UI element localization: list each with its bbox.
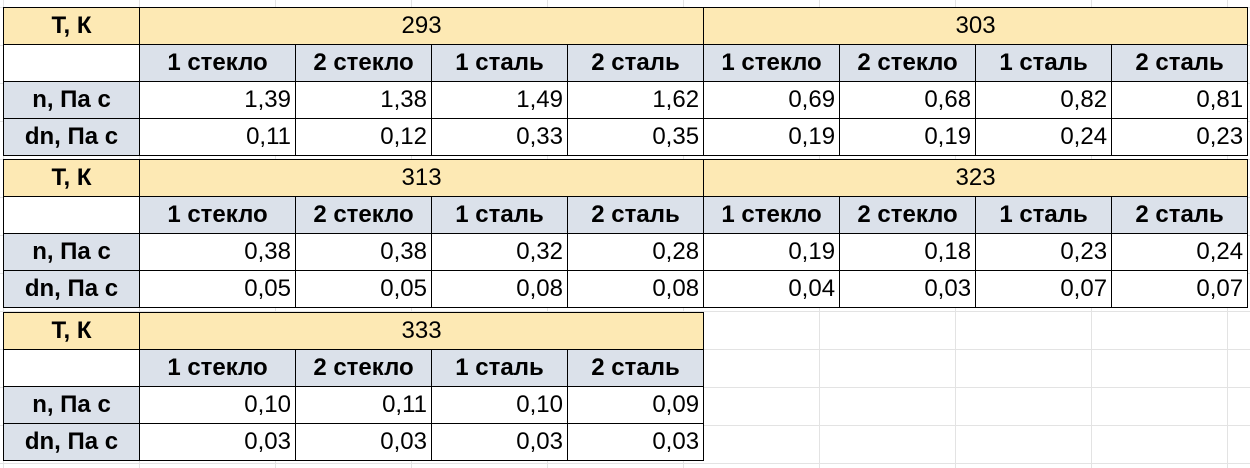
value-cell[interactable]: 0,03	[295, 423, 432, 461]
column-header[interactable]: 1 сталь	[975, 196, 1113, 234]
temperature-label[interactable]: T, К	[3, 7, 140, 45]
column-header[interactable]: 1 стекло	[139, 196, 296, 234]
value-cell[interactable]: 0,07	[975, 270, 1113, 308]
value-cell[interactable]: 0,68	[839, 81, 977, 119]
temperature-label[interactable]: T, К	[3, 312, 140, 350]
value-cell[interactable]: 0,07	[1111, 270, 1249, 308]
column-header[interactable]: 2 сталь	[1111, 196, 1249, 234]
value-cell[interactable]: 1,49	[431, 81, 568, 119]
value-cell[interactable]: 0,03	[431, 423, 568, 461]
value-cell[interactable]: 0,10	[139, 386, 296, 424]
column-header[interactable]: 1 сталь	[431, 196, 568, 234]
value-cell[interactable]: 0,23	[975, 233, 1113, 271]
row-label-n[interactable]: n, Па с	[3, 386, 140, 424]
column-header[interactable]: 1 стекло	[139, 44, 296, 82]
value-cell[interactable]: 0,19	[703, 233, 841, 271]
value-cell[interactable]: 0,32	[431, 233, 568, 271]
value-cell[interactable]: 0,10	[431, 386, 568, 424]
row-label-dn[interactable]: dn, Па с	[3, 118, 140, 156]
empty-cell[interactable]	[3, 196, 140, 234]
value-cell[interactable]: 0,05	[295, 270, 432, 308]
value-cell[interactable]: 0,19	[703, 118, 841, 156]
value-cell[interactable]: 1,62	[566, 81, 705, 119]
temperature-value[interactable]: 313	[138, 159, 705, 197]
viscosity-table-313-323: T, К 313 323 1 стекло 2 стекло 1 сталь 2…	[3, 159, 1249, 308]
value-cell[interactable]: 0,08	[431, 270, 568, 308]
column-header[interactable]: 1 сталь	[431, 44, 568, 82]
value-cell[interactable]: 0,82	[975, 81, 1113, 119]
column-header[interactable]: 2 сталь	[1111, 44, 1249, 82]
value-cell[interactable]: 0,09	[566, 386, 705, 424]
value-cell[interactable]: 0,12	[295, 118, 432, 156]
row-label-n[interactable]: n, Па с	[3, 81, 140, 119]
row-label-n[interactable]: n, Па с	[3, 233, 140, 271]
column-header[interactable]: 2 стекло	[295, 349, 432, 387]
value-cell[interactable]: 0,35	[566, 118, 705, 156]
column-header[interactable]: 1 стекло	[703, 196, 841, 234]
value-cell[interactable]: 0,03	[139, 423, 296, 461]
value-cell[interactable]: 0,81	[1111, 81, 1249, 119]
value-cell[interactable]: 0,24	[1111, 233, 1249, 271]
value-cell[interactable]: 0,28	[566, 233, 705, 271]
value-cell[interactable]: 1,38	[295, 81, 432, 119]
column-header[interactable]: 2 стекло	[839, 196, 977, 234]
column-header[interactable]: 2 стекло	[839, 44, 977, 82]
temperature-label[interactable]: T, К	[3, 159, 140, 197]
temperature-value[interactable]: 303	[703, 7, 1249, 45]
column-header[interactable]: 2 сталь	[566, 44, 705, 82]
value-cell[interactable]: 0,18	[839, 233, 977, 271]
value-cell[interactable]: 0,11	[139, 118, 296, 156]
value-cell[interactable]: 0,05	[139, 270, 296, 308]
column-header[interactable]: 1 сталь	[975, 44, 1113, 82]
value-cell[interactable]: 0,38	[295, 233, 432, 271]
row-label-dn[interactable]: dn, Па с	[3, 423, 140, 461]
value-cell[interactable]: 0,04	[703, 270, 841, 308]
empty-cell[interactable]	[3, 349, 140, 387]
value-cell[interactable]: 0,08	[566, 270, 705, 308]
value-cell[interactable]: 0,19	[839, 118, 977, 156]
temperature-value[interactable]: 323	[703, 159, 1249, 197]
value-cell[interactable]: 0,33	[431, 118, 568, 156]
column-header[interactable]: 2 стекло	[295, 196, 432, 234]
temperature-value[interactable]: 293	[138, 7, 705, 45]
viscosity-table-333: T, К 333 1 стекло 2 стекло 1 сталь 2 ста…	[3, 312, 705, 461]
row-label-dn[interactable]: dn, Па с	[3, 270, 140, 308]
value-cell[interactable]: 0,38	[139, 233, 296, 271]
column-header[interactable]: 2 сталь	[566, 196, 705, 234]
value-cell[interactable]: 0,11	[295, 386, 432, 424]
value-cell[interactable]: 1,39	[139, 81, 296, 119]
column-header[interactable]: 2 сталь	[566, 349, 705, 387]
column-header[interactable]: 1 сталь	[431, 349, 568, 387]
column-header[interactable]: 2 стекло	[295, 44, 432, 82]
column-header[interactable]: 1 стекло	[703, 44, 841, 82]
value-cell[interactable]: 0,24	[975, 118, 1113, 156]
empty-cell[interactable]	[3, 44, 140, 82]
value-cell[interactable]: 0,23	[1111, 118, 1249, 156]
value-cell[interactable]: 0,03	[566, 423, 705, 461]
value-cell[interactable]: 0,69	[703, 81, 841, 119]
column-header[interactable]: 1 стекло	[139, 349, 296, 387]
value-cell[interactable]: 0,03	[839, 270, 977, 308]
temperature-value[interactable]: 333	[138, 312, 705, 350]
viscosity-table-293-303: T, К 293 303 1 стекло 2 стекло 1 сталь 2…	[3, 7, 1249, 156]
